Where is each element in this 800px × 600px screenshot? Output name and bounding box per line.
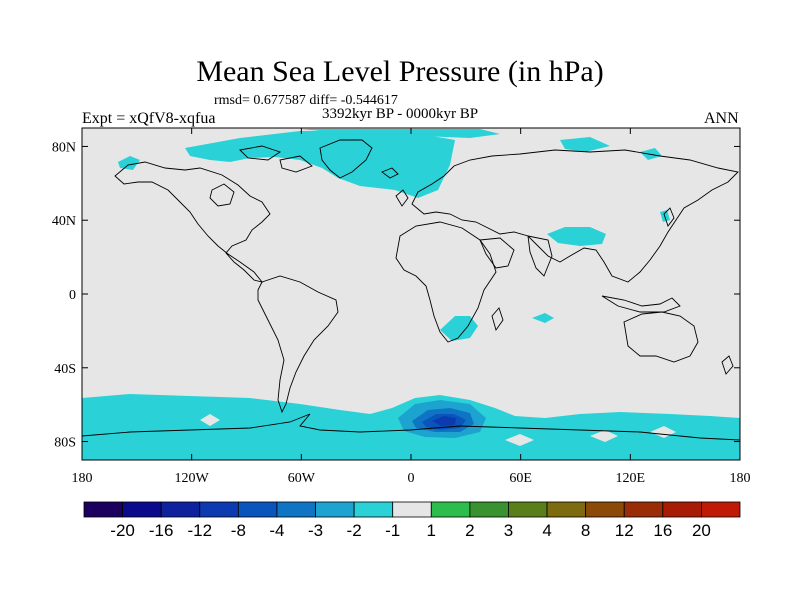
coast-india <box>527 235 553 277</box>
colorbar-label: 3 <box>504 521 513 540</box>
colorbar-swatch <box>430 501 471 518</box>
colorbar-swatch <box>83 501 123 518</box>
colorbar-swatch <box>469 501 509 518</box>
colorbar-label: -2 <box>347 521 362 540</box>
colorbar-label: -8 <box>231 521 246 540</box>
colorbar-label: 16 <box>653 521 672 540</box>
coast-madagascar <box>491 307 504 332</box>
anomaly-alaska <box>118 156 140 170</box>
colorbar-swatch <box>623 501 664 518</box>
anomaly-high-arctic <box>300 129 500 138</box>
x-axis: 180 120W 60W 0 60E 120E 180 <box>72 128 751 486</box>
y-tick-label: 40S <box>54 362 76 377</box>
anomaly-east-siberia <box>640 148 662 160</box>
chart-title: Mean Sea Level Pressure (in hPa) <box>196 55 604 88</box>
x-tick-label: 180 <box>72 471 93 486</box>
coast-greenland <box>319 139 373 179</box>
colorbar-swatch <box>160 501 201 518</box>
colorbar-label: -3 <box>308 521 323 540</box>
coast-iceland <box>381 167 399 179</box>
colorbar-swatch <box>508 501 548 518</box>
colorbar-swatch <box>199 501 239 518</box>
coast-hudson-bay <box>209 183 235 207</box>
colorbar-swatch <box>701 501 741 518</box>
colorbar-label: -1 <box>385 521 400 540</box>
x-tick-label: 0 <box>408 471 415 486</box>
coast-new-zealand <box>721 355 734 375</box>
colorbar-swatch <box>662 501 702 518</box>
colorbar-label: 8 <box>581 521 590 540</box>
anomaly-contour-minus-8 <box>432 416 456 426</box>
coastlines <box>82 139 740 441</box>
anomaly-southern-africa <box>440 316 478 341</box>
coast-arctic-islands <box>279 155 313 173</box>
neutral-patch <box>590 430 618 442</box>
neutral-patch <box>200 414 220 426</box>
x-tick-label: 120E <box>616 471 646 486</box>
x-tick-label: 180 <box>730 471 751 486</box>
y-axis: 80N 40N 0 40S 80S <box>52 140 740 451</box>
coast-indonesia <box>601 295 681 313</box>
x-tick-label: 60W <box>288 471 316 486</box>
colorbar-swatch <box>122 501 162 518</box>
x-tick-label: 60E <box>509 471 532 486</box>
y-tick-label: 0 <box>69 288 76 303</box>
anomaly-south-indian-ocean <box>532 313 554 323</box>
coast-arctic-islands <box>239 145 282 161</box>
colorbar: -20 -16 -12 -8 -4 -3 -2 -1 1 2 3 4 8 12 16 20 <box>83 501 741 540</box>
coast-british-isles <box>395 189 409 207</box>
y-tick-label: 80N <box>52 140 76 155</box>
coast-australia <box>623 311 699 363</box>
coast-eurasia <box>411 149 739 283</box>
colorbar-swatch <box>546 501 587 518</box>
season-label: ANN <box>704 110 739 127</box>
y-tick-label: 40N <box>52 214 76 229</box>
colorbar-swatch <box>585 501 625 518</box>
colorbar-swatch <box>353 501 394 518</box>
x-tick-label: 120W <box>175 471 210 486</box>
neutral-patch <box>505 434 534 446</box>
coast-japan <box>663 207 675 227</box>
colorbar-label: -4 <box>269 521 284 540</box>
y-tick-label: 80S <box>54 436 76 451</box>
stats-text: rmsd= 0.677587 diff= -0.544617 <box>214 93 398 108</box>
colorbar-label: 12 <box>615 521 634 540</box>
colorbar-label: -20 <box>110 521 135 540</box>
colorbar-label: 2 <box>465 521 474 540</box>
colorbar-label: 4 <box>542 521 551 540</box>
colorbar-label: 20 <box>692 521 711 540</box>
coast-africa <box>395 221 497 343</box>
coast-north-america <box>114 161 271 283</box>
colorbar-label: -16 <box>149 521 174 540</box>
period-text: 3392kyr BP - 0000kyr BP <box>322 106 479 122</box>
colorbar-label: -12 <box>187 521 212 540</box>
experiment-label: Expt = xQfV8-xqfua <box>82 110 216 127</box>
coast-arabia <box>479 237 515 269</box>
coast-antarctica <box>82 413 740 441</box>
colorbar-swatch <box>276 501 316 518</box>
anomaly-central-asia <box>547 227 606 246</box>
anomaly-barents <box>560 137 610 152</box>
coast-south-america <box>257 275 339 414</box>
colorbar-swatch <box>237 501 278 518</box>
colorbar-swatch <box>315 501 355 518</box>
colorbar-swatch <box>392 501 432 518</box>
colorbar-label: 1 <box>427 521 436 540</box>
